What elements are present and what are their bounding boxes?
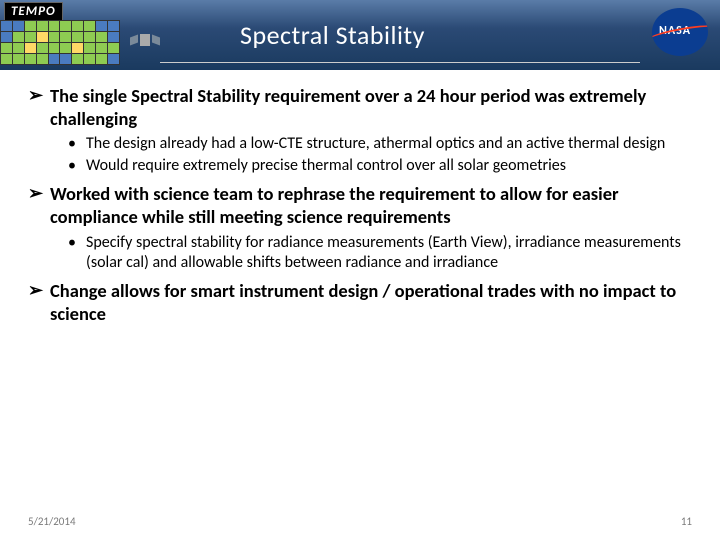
bullet-sub: • Would require extremely precise therma…	[68, 156, 692, 176]
tempo-logo-text: TEMPO	[4, 2, 63, 21]
tempo-logo: TEMPO	[0, 0, 130, 60]
footer-date: 5/21/2014	[28, 515, 76, 528]
dot-icon: •	[68, 233, 86, 273]
slide-header: TEMPO Spectral Stability NASA	[0, 0, 720, 70]
slide-title: Spectral Stability	[240, 19, 425, 51]
bullet-text: Worked with science team to rephrase the…	[50, 182, 692, 228]
nasa-logo: NASA	[652, 8, 708, 56]
slide-content: ➢ The single Spectral Stability requirem…	[0, 70, 720, 325]
bullet-text: The single Spectral Stability requiremen…	[50, 84, 692, 130]
footer-page-number: 11	[681, 515, 692, 528]
bullet-sub-text: The design already had a low-CTE structu…	[86, 134, 692, 154]
arrow-icon: ➢	[28, 182, 50, 228]
bullet-main: ➢ The single Spectral Stability requirem…	[28, 84, 692, 130]
bullet-main: ➢ Worked with science team to rephrase t…	[28, 182, 692, 228]
arrow-icon: ➢	[28, 279, 50, 325]
arrow-icon: ➢	[28, 84, 50, 130]
dot-icon: •	[68, 134, 86, 154]
bullet-text: Change allows for smart instrument desig…	[50, 279, 692, 325]
dot-icon: •	[68, 156, 86, 176]
satellite-icon	[130, 30, 160, 50]
slide-footer: 5/21/2014 11	[28, 515, 692, 528]
bullet-main: ➢ Change allows for smart instrument des…	[28, 279, 692, 325]
bullet-sub-text: Would require extremely precise thermal …	[86, 156, 692, 176]
map-grid-icon	[0, 20, 120, 65]
bullet-sub: • Specify spectral stability for radianc…	[68, 233, 692, 273]
header-divider	[160, 62, 640, 63]
bullet-sub-text: Specify spectral stability for radiance …	[86, 233, 692, 273]
bullet-sub: • The design already had a low-CTE struc…	[68, 134, 692, 154]
